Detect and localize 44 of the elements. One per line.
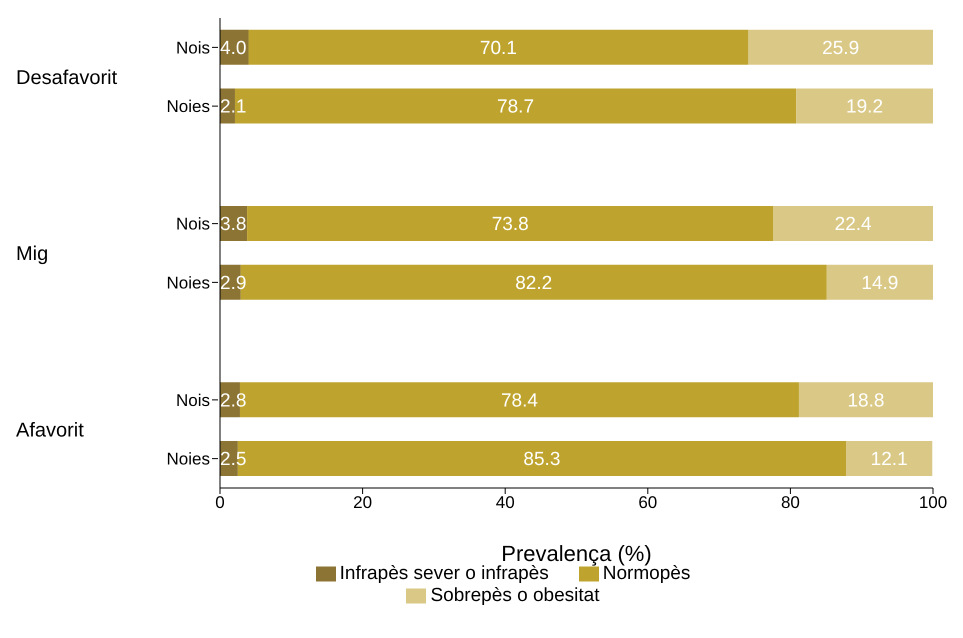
x-axis-title: Prevalença (%)	[501, 541, 652, 566]
data-label: 12.1	[870, 449, 908, 470]
bar	[846, 441, 932, 476]
y-tick-label: Noies	[166, 273, 210, 292]
legend-label: Sobrepès o obesitat	[430, 585, 600, 606]
data-label: 4.0	[220, 38, 246, 59]
data-label: 78.7	[497, 96, 534, 118]
data-label: 3.8	[220, 214, 246, 236]
text: Desafavorit	[16, 66, 118, 89]
data-label: 22.4	[834, 214, 872, 236]
bar	[748, 30, 933, 65]
data-label: 14.9	[861, 272, 898, 294]
data-label: 2.9	[220, 272, 246, 294]
bar	[773, 206, 933, 241]
y-tick-label: Nois	[176, 390, 210, 410]
x-tick-label: 80	[780, 493, 800, 512]
x-tick-label: 100	[918, 493, 948, 512]
x-tick-label: 40	[496, 493, 515, 512]
data-label: 78.4	[500, 390, 538, 412]
text: Mig	[16, 243, 48, 265]
data-label: 2.8	[220, 390, 246, 412]
data-label: 2.1	[220, 96, 246, 118]
bar	[798, 382, 933, 418]
data-label: 25.9	[822, 38, 860, 59]
text: Afavorit	[16, 419, 84, 442]
y-tick-label: Nois	[176, 38, 210, 58]
data-label: 19.2	[846, 96, 884, 118]
data-label: 85.3	[523, 449, 560, 470]
data-label: 82.2	[515, 272, 552, 294]
data-label: 73.8	[492, 214, 529, 236]
bar	[796, 88, 933, 124]
x-tick-label: 60	[638, 493, 658, 512]
y-tick-label: Noies	[166, 450, 210, 469]
y-tick-label: Noies	[166, 97, 210, 116]
bar	[248, 30, 748, 65]
x-tick-label: 20	[353, 493, 372, 512]
x-tick-label: 0	[215, 493, 225, 512]
bar	[247, 206, 774, 241]
data-label: 18.8	[847, 390, 884, 412]
bar	[826, 264, 933, 300]
data-label: 2.5	[220, 449, 246, 470]
data-label: 70.1	[480, 38, 517, 59]
legend-label: Infrapès sever o infrapès	[340, 563, 549, 584]
y-tick-label: Nois	[176, 214, 210, 234]
